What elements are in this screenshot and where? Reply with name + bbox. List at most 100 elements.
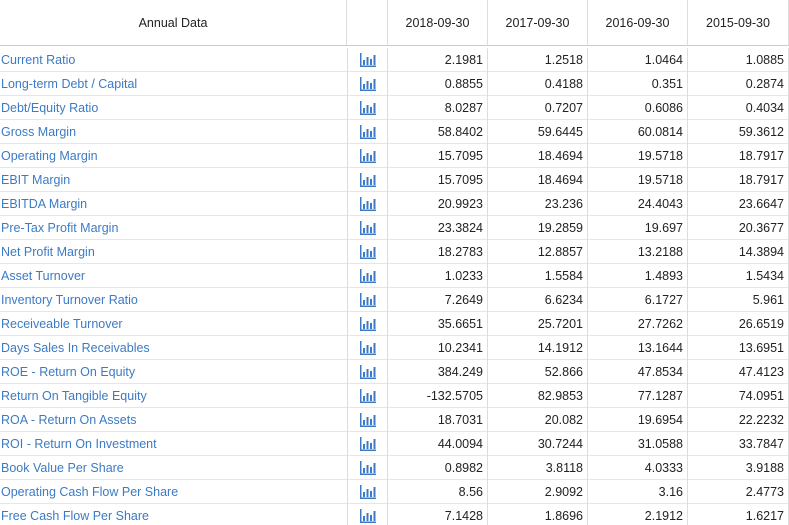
metric-link[interactable]: Return On Tangible Equity — [1, 389, 147, 403]
value-cell: 35.6651 — [388, 312, 488, 336]
row-divider — [0, 335, 789, 336]
metric-link[interactable]: EBITDA Margin — [1, 197, 88, 211]
value-cell: 1.0885 — [688, 48, 789, 72]
chart-icon[interactable] — [347, 192, 388, 216]
chart-icon[interactable] — [347, 288, 388, 312]
chart-icon[interactable] — [347, 336, 388, 360]
metric-link[interactable]: Inventory Turnover Ratio — [1, 293, 138, 307]
value-cell: 3.9188 — [688, 456, 789, 480]
value-cell: 18.7917 — [688, 168, 789, 192]
value-cell: 18.7031 — [388, 408, 488, 432]
header-date: 2018-09-30 — [388, 0, 488, 46]
value-cell: 384.249 — [388, 360, 488, 384]
value-cell: 19.697 — [588, 216, 688, 240]
value-cell: 12.8857 — [488, 240, 588, 264]
metric-link[interactable]: EBIT Margin — [1, 173, 71, 187]
value-cell: 1.5584 — [488, 264, 588, 288]
row-divider — [0, 383, 789, 384]
value-cell: 20.9923 — [388, 192, 488, 216]
row-divider — [0, 407, 789, 408]
value-cell: 18.4694 — [488, 144, 588, 168]
chart-icon[interactable] — [347, 240, 388, 264]
row-divider — [0, 95, 789, 96]
value-cell: 30.7244 — [488, 432, 588, 456]
value-cell: 31.0588 — [588, 432, 688, 456]
metric-link[interactable]: Net Profit Margin — [1, 245, 95, 259]
value-cell: 60.0814 — [588, 120, 688, 144]
metric-link[interactable]: Days Sales In Receivables — [1, 341, 150, 355]
value-cell: 6.1727 — [588, 288, 688, 312]
chart-icon[interactable] — [347, 432, 388, 456]
value-cell: 24.4043 — [588, 192, 688, 216]
value-cell: 19.6954 — [588, 408, 688, 432]
chart-icon[interactable] — [347, 120, 388, 144]
metric-link[interactable]: ROI - Return On Investment — [1, 437, 157, 451]
row-divider — [0, 311, 789, 312]
value-cell: -132.5705 — [388, 384, 488, 408]
value-cell: 58.8402 — [388, 120, 488, 144]
chart-icon[interactable] — [347, 144, 388, 168]
row-divider — [0, 191, 789, 192]
value-cell: 23.3824 — [388, 216, 488, 240]
chart-icon[interactable] — [347, 264, 388, 288]
row-divider — [0, 263, 789, 264]
metric-link[interactable]: Free Cash Flow Per Share — [1, 509, 149, 523]
metric-link[interactable]: Pre-Tax Profit Margin — [1, 221, 119, 235]
value-cell: 8.56 — [388, 480, 488, 504]
value-cell: 3.16 — [588, 480, 688, 504]
value-cell: 0.4188 — [488, 72, 588, 96]
value-cell: 77.1287 — [588, 384, 688, 408]
chart-icon[interactable] — [347, 96, 388, 120]
chart-icon[interactable] — [347, 408, 388, 432]
row-divider — [0, 143, 789, 144]
row-divider — [0, 455, 789, 456]
chart-icon[interactable] — [347, 48, 388, 72]
value-cell: 44.0094 — [388, 432, 488, 456]
value-cell: 2.1981 — [388, 48, 488, 72]
value-cell: 8.0287 — [388, 96, 488, 120]
value-cell: 7.2649 — [388, 288, 488, 312]
value-cell: 1.0233 — [388, 264, 488, 288]
row-divider — [0, 239, 789, 240]
row-divider — [0, 215, 789, 216]
metric-link[interactable]: Gross Margin — [1, 125, 77, 139]
metric-link[interactable]: Receiveable Turnover — [1, 317, 123, 331]
metric-link[interactable]: ROA - Return On Assets — [1, 413, 137, 427]
metric-link[interactable]: Operating Cash Flow Per Share — [1, 485, 179, 499]
chart-icon[interactable] — [347, 360, 388, 384]
metric-link[interactable]: Asset Turnover — [1, 269, 86, 283]
value-cell: 19.5718 — [588, 168, 688, 192]
chart-icon[interactable] — [347, 216, 388, 240]
chart-icon[interactable] — [347, 384, 388, 408]
value-cell: 22.2232 — [688, 408, 789, 432]
chart-icon[interactable] — [347, 168, 388, 192]
metric-link[interactable]: Long-term Debt / Capital — [1, 77, 138, 91]
value-cell: 10.2341 — [388, 336, 488, 360]
metric-link[interactable]: Book Value Per Share — [1, 461, 124, 475]
value-cell: 13.1644 — [588, 336, 688, 360]
metric-link[interactable]: ROE - Return On Equity — [1, 365, 136, 379]
value-cell: 74.0951 — [688, 384, 789, 408]
header-date: 2016-09-30 — [588, 0, 688, 46]
value-cell: 20.3677 — [688, 216, 789, 240]
chart-icon[interactable] — [347, 456, 388, 480]
chart-icon[interactable] — [347, 480, 388, 504]
value-cell: 1.4893 — [588, 264, 688, 288]
value-cell: 23.6647 — [688, 192, 789, 216]
chart-icon[interactable] — [347, 504, 388, 525]
value-cell: 14.1912 — [488, 336, 588, 360]
value-cell: 15.7095 — [388, 168, 488, 192]
row-divider — [0, 71, 789, 72]
header-date: 2017-09-30 — [488, 0, 588, 46]
value-cell: 27.7262 — [588, 312, 688, 336]
metric-link[interactable]: Operating Margin — [1, 149, 98, 163]
value-cell: 2.1912 — [588, 504, 688, 525]
metric-link[interactable]: Debt/Equity Ratio — [1, 101, 99, 115]
metric-link[interactable]: Current Ratio — [1, 53, 76, 67]
chart-icon[interactable] — [347, 72, 388, 96]
value-cell: 26.6519 — [688, 312, 789, 336]
header-title: Annual Data — [0, 0, 347, 46]
value-cell: 82.9853 — [488, 384, 588, 408]
chart-icon[interactable] — [347, 312, 388, 336]
value-cell: 59.6445 — [488, 120, 588, 144]
